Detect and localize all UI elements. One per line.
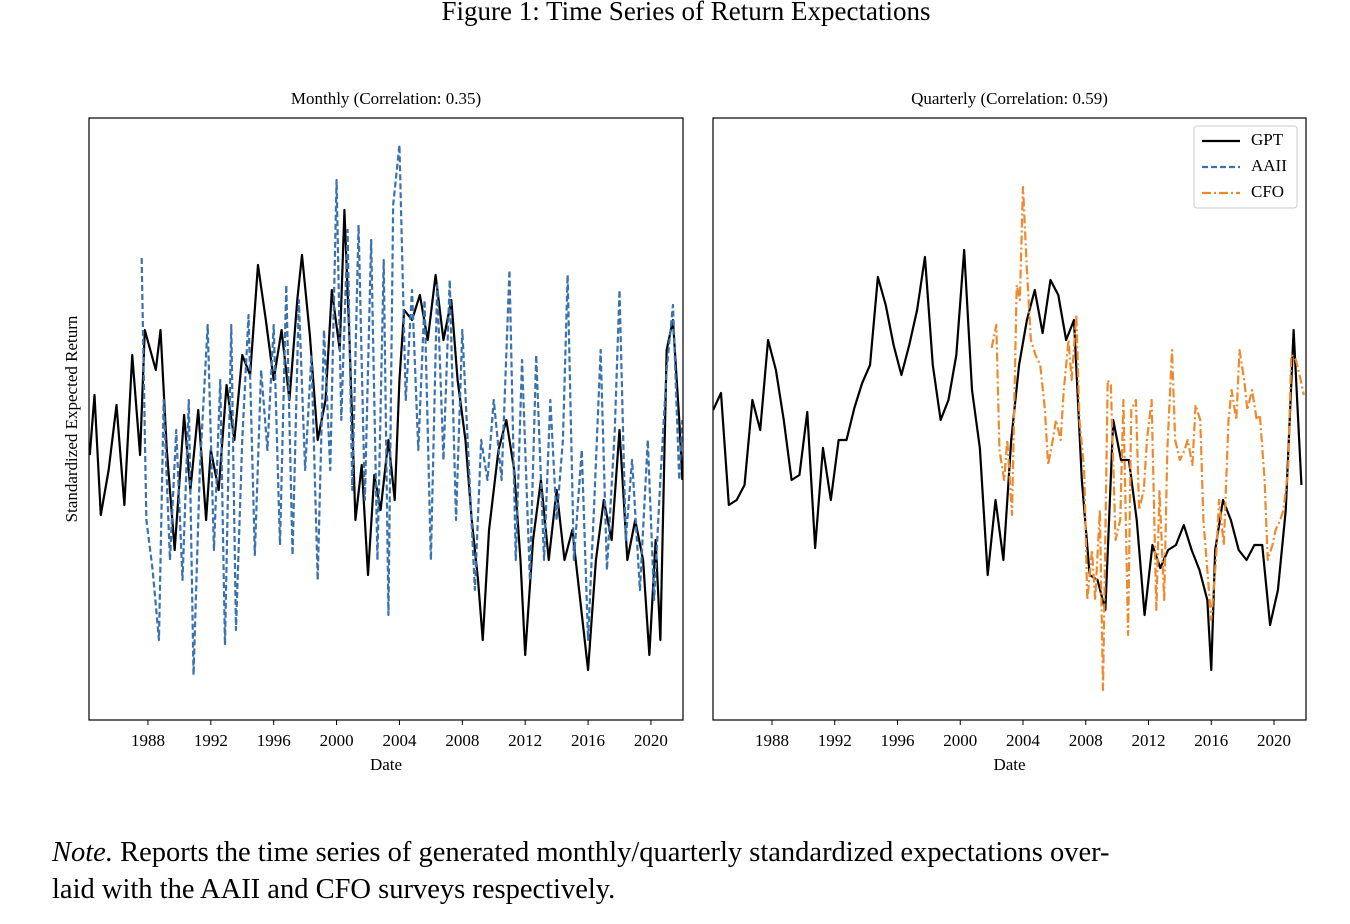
x-tick-label: 2016 [1194, 731, 1228, 750]
series-line [140, 143, 683, 677]
x-tick-label: 1996 [257, 731, 291, 750]
x-tick-label: 2000 [320, 731, 354, 750]
plot-area [713, 185, 1305, 692]
note-label: Note. [52, 837, 113, 868]
panel-title: Quarterly (Correlation: 0.59) [911, 89, 1108, 108]
figure-title: Figure 1: Time Series of Return Expectat… [442, 0, 931, 26]
x-tick-label: 2012 [1131, 731, 1165, 750]
x-tick-label: 2008 [1069, 731, 1103, 750]
x-tick-label: 2012 [508, 731, 542, 750]
figure: Figure 1: Time Series of Return Expectat… [62, 0, 1307, 774]
x-tick-label: 2000 [943, 731, 977, 750]
x-tick-label: 2008 [445, 731, 479, 750]
x-tick-label: 1992 [818, 731, 852, 750]
panel-title: Monthly (Correlation: 0.35) [291, 89, 481, 108]
series-line [713, 248, 1303, 672]
x-tick-label: 2020 [1257, 731, 1291, 750]
legend-box [1193, 125, 1298, 209]
x-tick-label: 1988 [131, 731, 165, 750]
y-axis-label: Standardized Expected Return [62, 315, 81, 522]
x-tick-label: 2016 [571, 731, 605, 750]
series-line [990, 185, 1305, 692]
legend-label: CFO [1251, 182, 1284, 201]
note-line: Note. Reports the time series of generat… [52, 834, 1110, 871]
x-tick-label: 1996 [880, 731, 914, 750]
note-line: laid with the AAII and CFO surveys respe… [52, 874, 616, 905]
x-tick-label: 1988 [755, 731, 789, 750]
plot-frame [88, 117, 684, 721]
x-axis-label: Date [993, 755, 1025, 774]
plot-area [89, 143, 683, 677]
x-tick-label: 2020 [634, 731, 668, 750]
plot-frame [712, 117, 1307, 721]
note: Note. Reports the time series of generat… [52, 834, 1110, 908]
legend-label: AAII [1251, 156, 1287, 175]
legend-label: GPT [1251, 130, 1284, 149]
x-axis-label: Date [370, 755, 402, 774]
x-tick-label: 1992 [194, 731, 228, 750]
x-tick-label: 2004 [1006, 731, 1041, 750]
note-text: Reports the time series of generated mon… [120, 837, 1110, 868]
x-tick-label: 2004 [382, 731, 417, 750]
